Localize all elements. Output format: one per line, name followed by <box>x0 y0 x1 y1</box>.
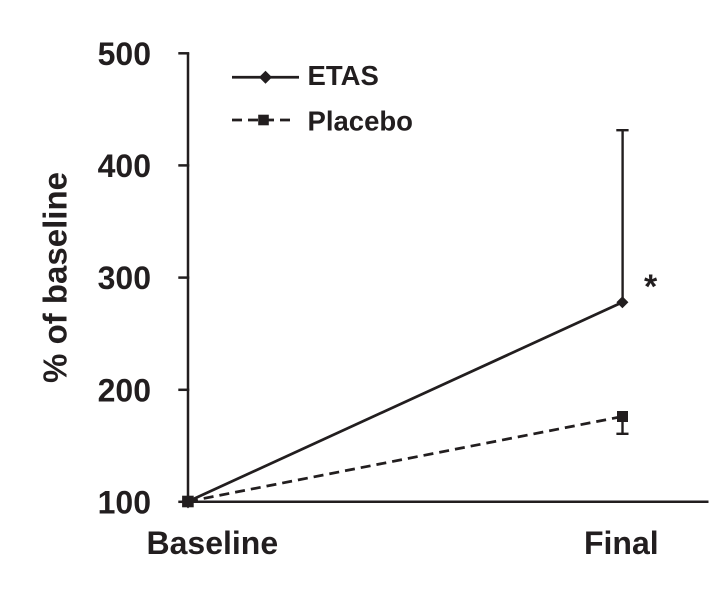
svg-text:100: 100 <box>98 484 151 520</box>
svg-text:500: 500 <box>98 36 151 72</box>
svg-text:200: 200 <box>98 372 151 408</box>
svg-text:ETAS: ETAS <box>308 60 379 91</box>
svg-text:*: * <box>644 268 658 306</box>
svg-text:Placebo: Placebo <box>308 106 413 137</box>
svg-text:400: 400 <box>98 148 151 184</box>
svg-text:300: 300 <box>98 260 151 296</box>
svg-text:Baseline: Baseline <box>146 525 278 561</box>
svg-text:Final: Final <box>584 525 659 561</box>
svg-text:% of baseline: % of baseline <box>37 172 74 383</box>
